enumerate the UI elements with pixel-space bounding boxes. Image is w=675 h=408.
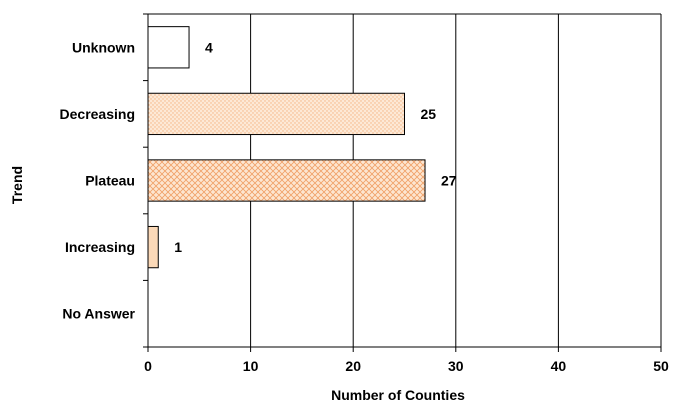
bar — [147, 159, 426, 202]
x-tick-label: 0 — [144, 358, 152, 374]
x-tick-label: 20 — [345, 358, 361, 374]
data-label: 27 — [441, 173, 457, 189]
data-label: 4 — [205, 39, 213, 55]
x-tick-label: 10 — [243, 358, 259, 374]
bar — [147, 92, 405, 136]
y-tick-label: Decreasing — [60, 106, 135, 122]
bar — [147, 225, 159, 269]
x-tick-label: 30 — [448, 358, 464, 374]
axes — [143, 13, 662, 352]
y-tick-label: Plateau — [85, 173, 135, 189]
grid-lines — [250, 14, 662, 347]
bars — [147, 26, 426, 269]
data-label: 1 — [174, 239, 182, 255]
x-axis-title: Number of Counties — [331, 387, 465, 403]
x-tick-label: 50 — [653, 358, 669, 374]
data-labels: 4 25 27 1 — [174, 39, 457, 255]
y-tick-label: Increasing — [65, 239, 135, 255]
tick-labels: 0 10 20 30 40 50 Unknown Decreasing Plateau Incre… — [60, 39, 669, 374]
y-tick-label: No Answer — [62, 306, 135, 322]
y-tick-label: Unknown — [72, 39, 135, 55]
x-tick-label: 40 — [551, 358, 567, 374]
data-label: 25 — [421, 106, 437, 122]
y-axis-title: Trend — [9, 166, 25, 204]
bar — [147, 26, 190, 69]
